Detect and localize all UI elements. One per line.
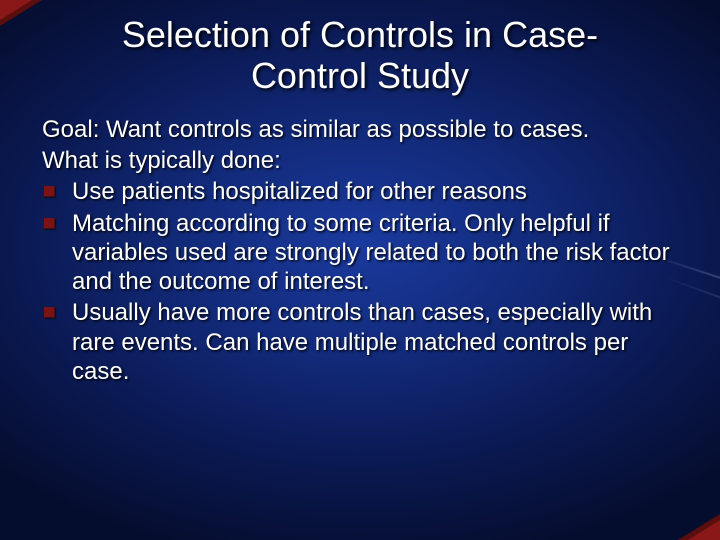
title-line-1: Selection of Controls in Case-: [122, 14, 598, 55]
goal-text: Goal: Want controls as similar as possib…: [42, 115, 678, 144]
square-bullet-icon: [44, 218, 55, 229]
title-line-2: Control Study: [251, 55, 469, 96]
bullet-text: Matching according to some criteria. Onl…: [72, 210, 670, 296]
list-item: Usually have more controls than cases, e…: [42, 298, 678, 386]
bullet-text: Use patients hospitalized for other reas…: [72, 178, 527, 205]
slide-title: Selection of Controls in Case- Control S…: [0, 0, 720, 97]
what-done-text: What is typically done:: [42, 146, 678, 175]
slide-body: Goal: Want controls as similar as possib…: [0, 97, 720, 386]
list-item: Matching according to some criteria. Onl…: [42, 209, 678, 297]
corner-accent-bottom-right: [678, 514, 720, 540]
bullet-text: Usually have more controls than cases, e…: [72, 299, 652, 385]
slide: Selection of Controls in Case- Control S…: [0, 0, 720, 540]
list-item: Use patients hospitalized for other reas…: [42, 177, 678, 206]
square-bullet-icon: [44, 307, 55, 318]
corner-accent-top-left: [0, 0, 42, 26]
bullet-list: Use patients hospitalized for other reas…: [42, 177, 678, 386]
square-bullet-icon: [44, 186, 55, 197]
